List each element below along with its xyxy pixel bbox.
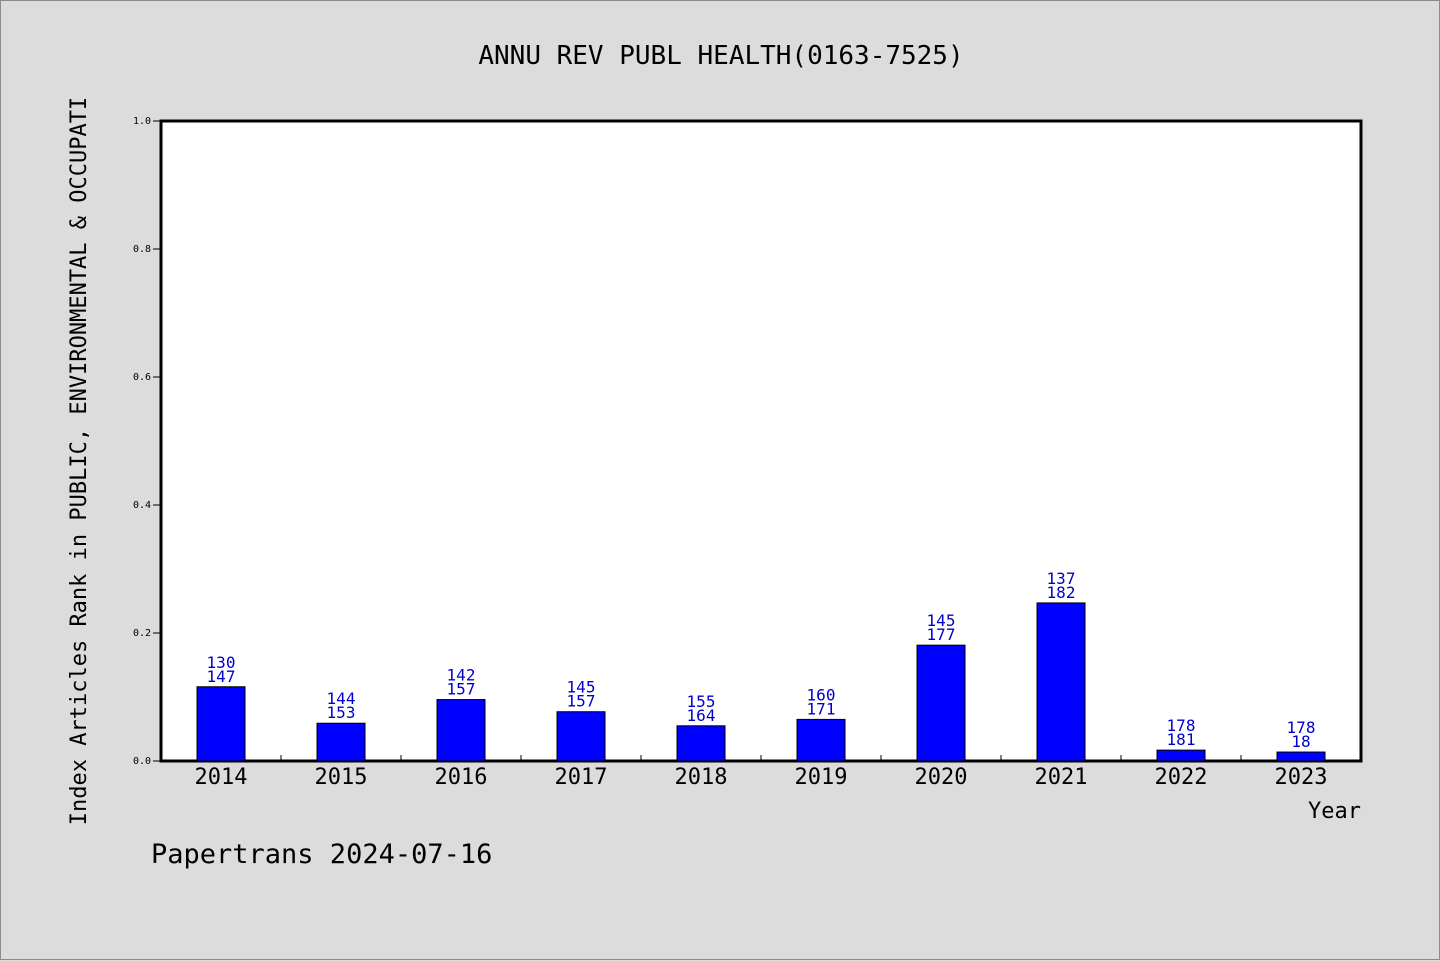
bar-label-top: 178	[1167, 716, 1196, 735]
chart-title: ANNU REV PUBL HEALTH(0163-7525)	[478, 41, 963, 71]
plot-area	[159, 119, 1363, 763]
bar-label-bottom: 157	[447, 680, 476, 699]
x-tick-label: 2015	[315, 765, 368, 790]
x-tick-label: 2020	[915, 765, 968, 790]
y-tick-label: 0.8	[133, 244, 151, 255]
bar-2022	[1156, 749, 1206, 762]
bar-label-bottom: 18	[1291, 732, 1310, 751]
x-axis-ticks: 2014 2015 2016 2017 2018 2019 2020 2021 2022 2023	[195, 755, 1328, 790]
bar-2019	[796, 718, 846, 762]
bar-label-bottom: 157	[567, 692, 596, 711]
y-tick-label: 1.0	[133, 116, 151, 127]
x-tick-label: 2016	[435, 765, 488, 790]
bar-label-top: 155	[687, 692, 716, 711]
bar-label-top: 145	[927, 611, 956, 630]
bar-2014	[196, 686, 246, 762]
bar-2015	[316, 722, 366, 762]
bar-label-top: 142	[447, 666, 476, 685]
bar-label-bottom: 177	[927, 625, 956, 644]
x-tick-label: 2019	[795, 765, 848, 790]
bar-label-bottom: 182	[1047, 583, 1076, 602]
bar-2018	[676, 725, 726, 762]
bar-2023	[1276, 751, 1326, 762]
y-tick-label: 0.0	[133, 756, 151, 767]
y-tick-label: 0.2	[133, 628, 151, 639]
bar-label-bottom: 147	[207, 667, 236, 686]
bar-2021	[1036, 602, 1086, 762]
bar-2016	[436, 699, 486, 762]
bar-label-top: 145	[567, 678, 596, 697]
bar-label-top: 160	[807, 685, 836, 704]
bar-label-top: 137	[1047, 569, 1076, 588]
y-axis-ticks: 0.0 0.2 0.4 0.6 0.8 1.0	[133, 116, 161, 767]
y-tick-label: 0.4	[133, 500, 151, 511]
bar-2017	[556, 711, 606, 762]
footer-text: Papertrans 2024-07-16	[151, 839, 492, 870]
x-tick-label: 2023	[1275, 765, 1328, 790]
x-tick-label: 2021	[1035, 765, 1088, 790]
bar-label-bottom: 171	[807, 699, 836, 718]
bar-label-bottom: 181	[1167, 730, 1196, 749]
bar-2020	[916, 644, 966, 762]
bar-label-bottom: 153	[327, 703, 356, 722]
bar-label-top: 130	[207, 653, 236, 672]
x-tick-label: 2018	[675, 765, 728, 790]
x-tick-label: 2014	[195, 765, 248, 790]
x-tick-label: 2017	[555, 765, 608, 790]
x-tick-label: 2022	[1155, 765, 1208, 790]
bar-label-bottom: 164	[687, 706, 716, 725]
y-tick-label: 0.6	[133, 372, 151, 383]
bar-label-top: 178	[1287, 718, 1316, 737]
bar-label-top: 144	[327, 689, 356, 708]
y-axis-label: Index Articles Rank in PUBLIC, ENVIRONME…	[67, 97, 92, 825]
bars-group	[196, 602, 1326, 762]
x-axis-label: Year	[1308, 799, 1361, 824]
